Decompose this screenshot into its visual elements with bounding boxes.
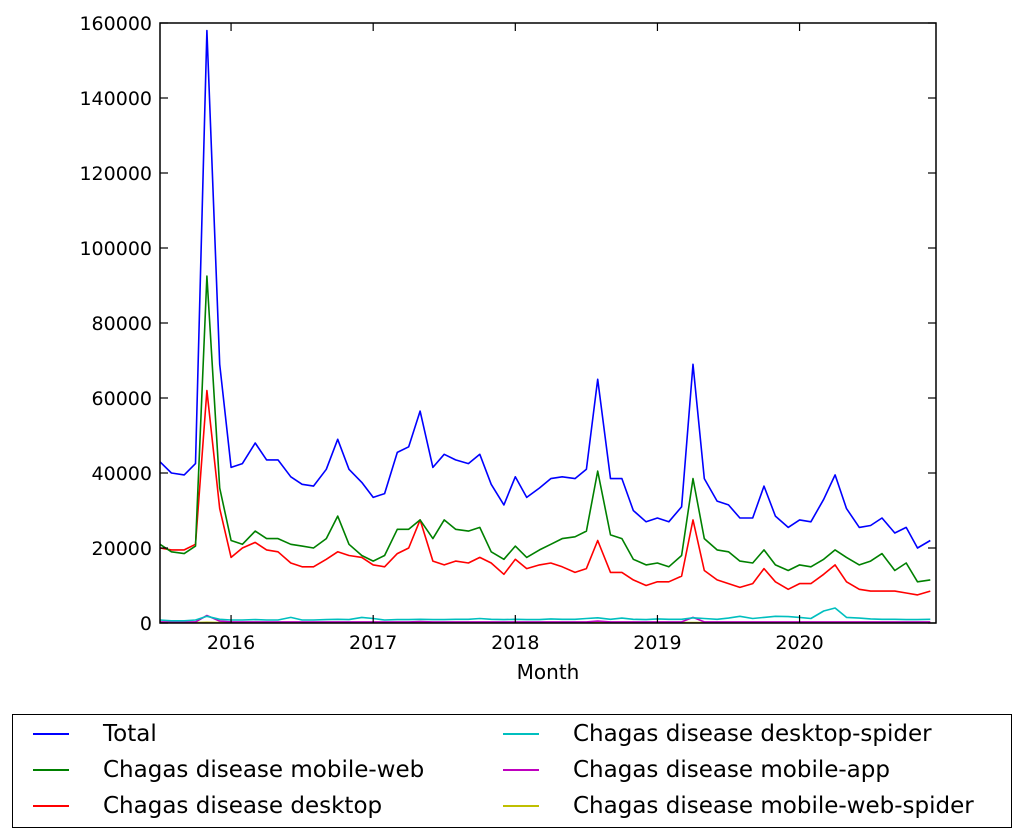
legend-label-mobile-app: Chagas disease mobile-app: [573, 757, 890, 783]
legend: Total Chagas disease mobile-web Chagas d…: [12, 714, 1012, 828]
x-tick-label: 2020: [775, 632, 823, 654]
legend-label-mobile-web-spider: Chagas disease mobile-web-spider: [573, 793, 974, 819]
series-layer: [159, 29, 931, 624]
y-tick-label: 60000: [92, 388, 152, 410]
y-tick-label: 0: [140, 613, 152, 635]
legend-label-total: Total: [103, 721, 157, 747]
plot-frame: [159, 22, 937, 624]
series-line-1: [159, 275, 931, 583]
series-line-4: [160, 614, 931, 623]
line-chart: 0 20000 40000 60000 80000 100000 120000 140000 1…: [79, 13, 937, 684]
legend-line-desktop-spider: [503, 733, 539, 735]
series-line-2: [159, 389, 931, 596]
x-tick-label: 2017: [349, 632, 397, 654]
y-tick-label: 40000: [92, 463, 152, 485]
legend-label-desktop-spider: Chagas disease desktop-spider: [573, 721, 932, 747]
legend-item-mobile-web: Chagas disease mobile-web: [33, 752, 424, 788]
legend-line-mobile-web-spider: [503, 805, 539, 807]
legend-item-mobile-web-spider: Chagas disease mobile-web-spider: [503, 788, 974, 824]
legend-line-mobile-app: [503, 769, 539, 771]
legend-item-desktop-spider: Chagas disease desktop-spider: [503, 716, 932, 752]
y-tick-label: 100000: [79, 238, 152, 260]
legend-line-total: [33, 733, 69, 735]
legend-item-mobile-app: Chagas disease mobile-app: [503, 752, 890, 788]
legend-line-mobile-web: [33, 769, 69, 771]
x-tick-label: 2016: [207, 632, 255, 654]
x-tick-label: 2018: [491, 632, 539, 654]
series-line-0: [159, 29, 931, 549]
y-tick-label: 140000: [79, 88, 152, 110]
x-axis-label: Month: [517, 660, 580, 684]
legend-item-desktop: Chagas disease desktop: [33, 788, 382, 824]
y-tick-label: 20000: [92, 538, 152, 560]
legend-item-total: Total: [33, 716, 157, 752]
x-tick-label: 2019: [633, 632, 681, 654]
legend-label-mobile-web: Chagas disease mobile-web: [103, 757, 425, 783]
ticks-layer: 0 20000 40000 60000 80000 100000 120000 140000 1…: [79, 13, 936, 654]
y-tick-label: 80000: [92, 313, 152, 335]
y-tick-label: 120000: [79, 163, 152, 185]
y-tick-label: 160000: [79, 13, 152, 35]
series-line-3: [159, 607, 931, 622]
legend-line-desktop: [33, 805, 69, 807]
legend-label-desktop: Chagas disease desktop: [103, 793, 383, 819]
